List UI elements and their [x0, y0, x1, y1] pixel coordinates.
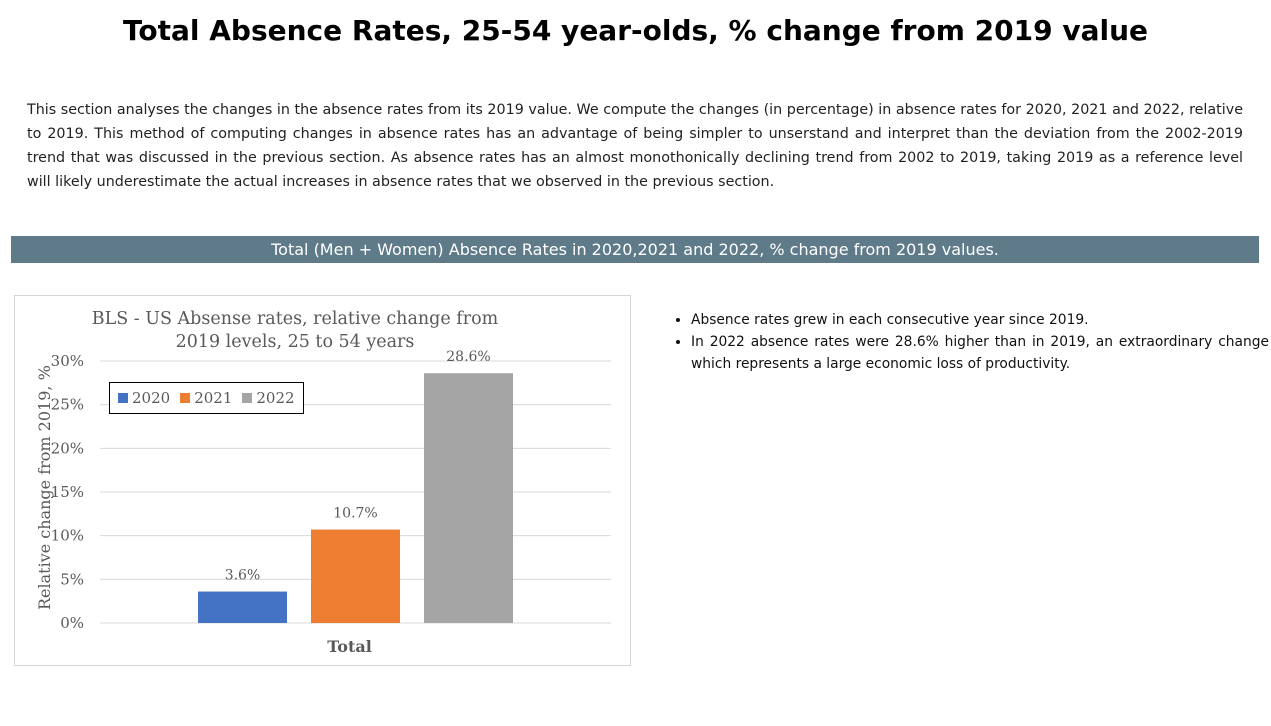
section-banner: Total (Men + Women) Absence Rates in 202… — [11, 236, 1259, 263]
chart-container: BLS - US Absense rates, relative change … — [14, 295, 631, 666]
y-tick-label: 10% — [51, 527, 84, 545]
legend-swatch — [180, 393, 191, 403]
chart-title: BLS - US Absense rates, relative change … — [91, 309, 499, 352]
legend-label: 2020 — [132, 389, 171, 407]
legend-swatch — [242, 393, 253, 403]
legend-label: 2022 — [256, 389, 295, 407]
chart-legend: 2020 2021 2022 — [109, 382, 304, 414]
y-tick-label: 5% — [60, 570, 84, 588]
y-tick-label: 25% — [51, 396, 84, 414]
legend-label: 2021 — [194, 389, 233, 407]
y-tick-label: 15% — [51, 483, 84, 501]
data-label-2020: 3.6% — [225, 568, 261, 584]
intro-paragraph: This section analyses the changes in the… — [27, 102, 1243, 190]
y-tick-label: 30% — [51, 352, 84, 370]
bar-2020 — [198, 591, 287, 623]
y-tick-label: 0% — [60, 614, 84, 632]
key-point: In 2022 absence rates were 28.6% higher … — [691, 331, 1269, 375]
bar-2021 — [311, 529, 400, 623]
key-point: Absence rates grew in each consecutive y… — [691, 309, 1269, 331]
key-points-list: Absence rates grew in each consecutive y… — [665, 309, 1269, 375]
bar-2022 — [424, 373, 513, 623]
data-label-2022: 28.6% — [446, 349, 490, 365]
y-tick-label: 20% — [51, 439, 84, 457]
legend-swatch — [118, 393, 128, 403]
legend-item-2022: 2022 — [242, 389, 295, 407]
legend-item-2020: 2020 — [118, 389, 170, 407]
legend-item-2021: 2021 — [180, 389, 232, 407]
data-label-2021: 10.7% — [333, 506, 377, 522]
x-category-label: Total — [327, 637, 372, 656]
page-title: Total Absence Rates, 25-54 year-olds, % … — [123, 14, 1148, 47]
bar-chart: 0% 5% 10% 15% 20% 25% 30% 3.6% 10.7% 28.6% Total — [51, 349, 611, 656]
